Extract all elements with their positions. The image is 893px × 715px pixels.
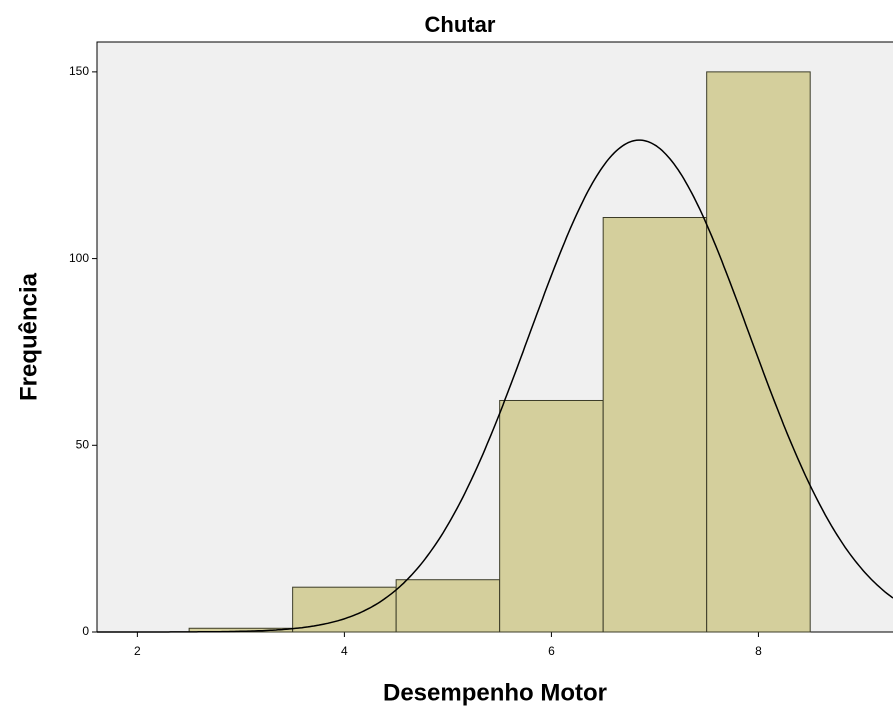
bar <box>602 217 708 633</box>
chart-title: Chutar <box>425 12 496 37</box>
y-tick-label: 100 <box>69 251 89 265</box>
normal-curve <box>97 139 893 633</box>
x-tick-label: 2 <box>134 644 141 658</box>
bar <box>499 399 604 633</box>
x-axis-label: Desempenho Motor <box>383 679 607 706</box>
y-tick-label: 0 <box>82 624 89 638</box>
bar <box>706 71 811 633</box>
y-tick-label: 50 <box>76 437 90 451</box>
x-tick-label: 6 <box>548 644 555 658</box>
x-tick-label: 8 <box>755 644 762 658</box>
x-tick-label: 4 <box>341 644 348 658</box>
bar <box>395 579 501 633</box>
y-axis-label: Frequência <box>15 272 42 401</box>
y-tick-label: 150 <box>69 64 89 78</box>
bar <box>292 586 397 633</box>
